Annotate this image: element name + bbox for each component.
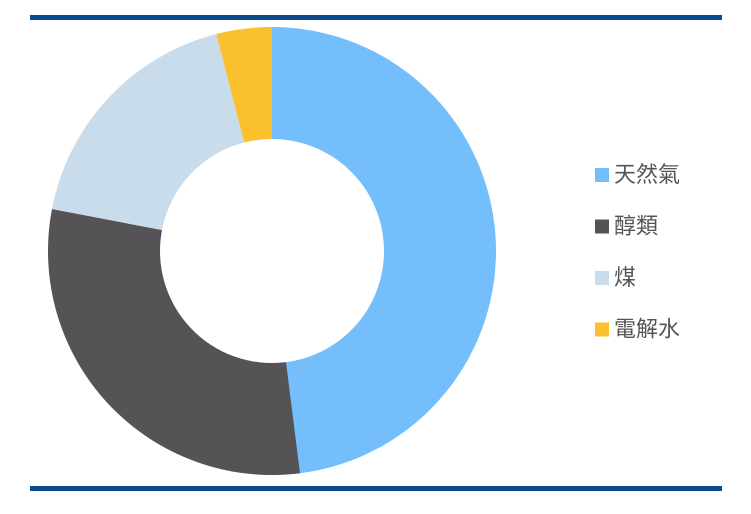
legend-swatch: [595, 271, 609, 285]
legend-label: 電解水: [614, 318, 680, 343]
donut-slice: [272, 27, 497, 474]
donut-slice: [51, 34, 245, 231]
bottom-rule: [30, 486, 722, 491]
legend-swatch: [595, 322, 609, 337]
legend-swatch: [595, 168, 609, 182]
donut-slice: [47, 209, 301, 476]
donut-slice: [216, 27, 272, 143]
legend-swatch: [595, 219, 609, 234]
donut: [47, 27, 497, 476]
legend-label: 煤: [614, 266, 636, 291]
legend-label: 醇類: [614, 215, 658, 240]
legend-label: 天然氣: [614, 163, 680, 188]
top-rule: [30, 15, 722, 20]
